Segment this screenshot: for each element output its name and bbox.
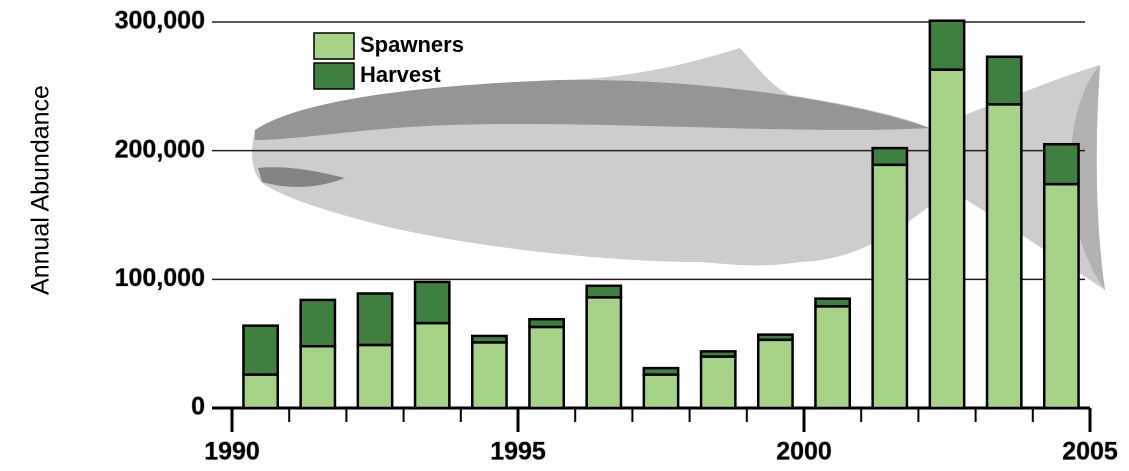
bar-segment xyxy=(299,298,337,348)
bar-segment xyxy=(1042,182,1080,410)
bar-segment xyxy=(356,343,394,410)
y-axis-label: Annual Abundance xyxy=(27,85,55,295)
bar-segment xyxy=(814,305,852,410)
bar-segment xyxy=(642,373,680,410)
bar-segment xyxy=(814,297,852,308)
legend-swatch xyxy=(313,32,355,60)
x-tick-label: 1990 xyxy=(204,438,260,466)
bar-segment xyxy=(470,334,508,344)
bar-segment xyxy=(585,284,623,299)
bar-segment xyxy=(985,103,1023,410)
bar-segment xyxy=(928,19,966,71)
bar-segment xyxy=(642,366,680,376)
bar-segment xyxy=(756,338,794,410)
x-tick-label: 2005 xyxy=(1062,438,1118,466)
y-tick-label: 100,000 xyxy=(115,264,205,292)
bar-segment xyxy=(928,68,966,410)
bar-segment xyxy=(528,317,566,329)
legend-swatch xyxy=(313,62,355,90)
bar-segment xyxy=(699,350,737,358)
bar-segment xyxy=(585,296,623,410)
bar-segment xyxy=(413,321,451,410)
bar-segment xyxy=(528,325,566,410)
y-tick-label: 300,000 xyxy=(115,7,205,35)
bar-segment xyxy=(699,355,737,410)
legend-label: Spawners xyxy=(360,32,464,57)
bar-segment xyxy=(985,55,1023,106)
bar-segment xyxy=(1042,142,1080,186)
bar-segment xyxy=(242,324,280,376)
y-tick-label: 0 xyxy=(191,393,205,421)
y-tick-label: 200,000 xyxy=(115,135,205,163)
x-tick-label: 2000 xyxy=(776,438,832,466)
bar-segment xyxy=(756,333,794,342)
bar-segment xyxy=(356,292,394,347)
bar-segment xyxy=(413,280,451,325)
legend-label: Harvest xyxy=(360,62,441,87)
x-tick-label: 1995 xyxy=(490,438,546,466)
bar-segment xyxy=(242,373,280,410)
bar-segment xyxy=(470,341,508,410)
bar-segment xyxy=(299,344,337,410)
bar-segment xyxy=(871,163,909,410)
bar-segment xyxy=(871,146,909,167)
